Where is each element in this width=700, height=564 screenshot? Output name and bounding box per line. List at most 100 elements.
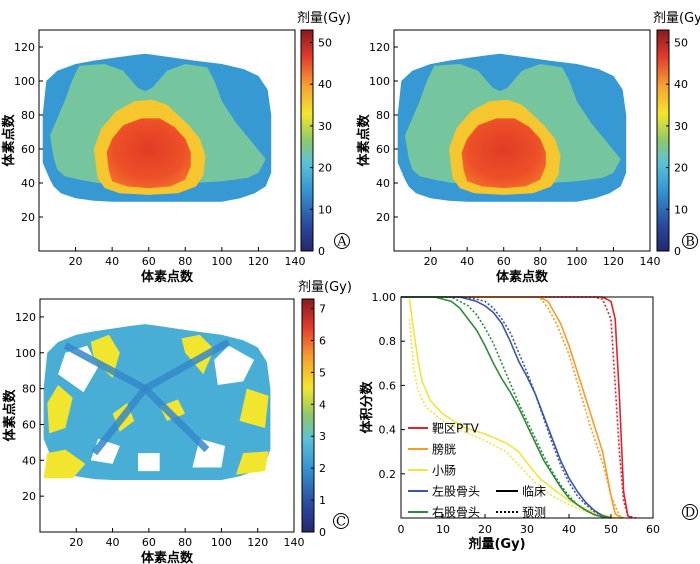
y-axis-label: 体素点数 (356, 114, 372, 167)
dose-region-yellow-0 (47, 385, 73, 434)
y-tick-label: 80 (22, 383, 36, 396)
x-tick-label: 80 (533, 255, 547, 268)
colorbar-tick-label: 30 (674, 120, 688, 133)
colorbar-tick-label: 40 (674, 78, 688, 91)
y-tick-label: 0.2 (379, 468, 397, 481)
dose-map-panel-A: 20 40 60 80 100 120 14020406080100120体素点数体素点数0… (1, 11, 351, 285)
legend-label-1: 膀胱 (432, 442, 456, 457)
x-axis-label: 体素点数 (141, 269, 194, 285)
colorbar-tick-label: 3 (319, 430, 326, 443)
colorbar-tick-label: 1 (319, 494, 326, 507)
legend-style-label-0: 临床 (522, 485, 546, 499)
dvh-curve-8 (401, 296, 612, 519)
x-tick-label: 0 (398, 523, 405, 536)
x-axis-label: 体素点数 (141, 550, 194, 564)
dvh-panel-D: 0 10 20 30 40 50 60 0.2 0.4 0.6 0.8 1.00 剂量(Gy) 体积分数靶… (359, 291, 698, 552)
y-tick-label: 120 (369, 41, 390, 54)
x-tick-label: 60 (646, 523, 660, 536)
panel-letter-circle (682, 233, 698, 249)
dose-band-1 (91, 385, 210, 456)
y-tick-label: 20 (22, 490, 36, 503)
y-tick-label: 60 (22, 418, 36, 431)
dvh-curve-2 (401, 296, 624, 519)
colorbar-tick-label: 2 (319, 462, 326, 475)
x-tick-label: 100 (211, 255, 232, 268)
dvh-curve-1 (401, 296, 637, 519)
dose-region-yellow-1 (43, 449, 86, 479)
y-tick-label: 0.8 (379, 335, 397, 348)
x-axis-label: 剂量(Gy) (467, 536, 525, 552)
axes-frame (393, 29, 651, 252)
colorbar-tick-label: 6 (319, 334, 326, 347)
x-tick-label: 60 (497, 255, 511, 268)
axes-frame (38, 29, 296, 252)
colorbar-tick-label: 10 (674, 203, 688, 216)
y-tick-label: 40 (376, 177, 390, 190)
y-tick-label: 100 (15, 347, 36, 360)
y-axis-label: 体素点数 (2, 389, 18, 442)
dose-region-yellow-5 (239, 388, 269, 428)
x-tick-label: 80 (178, 255, 192, 268)
x-tick-label: 40 (460, 255, 474, 268)
dose-region-ptv (461, 118, 546, 189)
x-tick-label: 120 (603, 255, 624, 268)
y-tick-label: 100 (369, 75, 390, 88)
dose-region-white-1 (214, 345, 255, 385)
x-tick-label: 140 (284, 536, 305, 549)
colorbar-tick-label: 4 (319, 398, 326, 411)
dvh-curve-3 (401, 296, 624, 519)
panel-letter: A (336, 235, 347, 250)
x-tick-label: 100 (566, 255, 587, 268)
panel-letter-circle (334, 233, 350, 249)
dose-region-yellow-4 (235, 451, 269, 475)
panel-letter: B (685, 235, 695, 250)
x-tick-label: 10 (436, 523, 450, 536)
dvh-curve-5 (408, 319, 616, 519)
legend-label-2: 小肠 (432, 464, 456, 478)
y-tick-label: 20 (376, 211, 390, 224)
x-tick-label: 100 (211, 536, 232, 549)
x-tick-label: 20 (478, 523, 492, 536)
colorbar-tick-label: 50 (318, 37, 332, 50)
y-tick-label: 80 (21, 109, 35, 122)
colorbar-tick-label: 30 (318, 120, 332, 133)
colorbar-tick-label: 0 (319, 526, 326, 539)
x-tick-label: 120 (248, 255, 269, 268)
colorbar-tick-label: 0 (318, 245, 325, 258)
colorbar-tick-label: 50 (674, 37, 688, 50)
y-tick-label: 80 (376, 109, 390, 122)
x-tick-label: 20 (69, 536, 83, 549)
x-tick-label: 40 (562, 523, 576, 536)
panel-letter: C (336, 515, 346, 530)
plot-area (401, 297, 653, 518)
colorbar-tick-label: 5 (319, 366, 326, 379)
colorbar-title: 剂量(Gy) (297, 11, 351, 26)
y-tick-label: 40 (22, 454, 36, 467)
y-tick-label: 0.4 (379, 424, 397, 437)
dose-map-panel-C: 20 40 60 80 100 120 14020406080100120体素点数体素点数0… (2, 280, 352, 564)
x-tick-label: 40 (106, 536, 120, 549)
dose-map-panel-B: 20 40 60 80 100 120 14020406080100120体素点数体素点数0… (356, 11, 700, 285)
y-tick-label: 1.00 (372, 291, 397, 304)
dvh-curve-9 (401, 296, 612, 519)
y-tick-label: 100 (14, 75, 35, 88)
axes-frame (39, 298, 295, 533)
colorbar-tick-label: 40 (318, 78, 332, 91)
x-tick-label: 20 (424, 255, 438, 268)
colorbar (656, 29, 670, 252)
colorbar (301, 298, 315, 533)
panel-letter: D (685, 506, 695, 521)
dose-region-white-4 (138, 453, 160, 472)
panel-letter-circle (333, 513, 349, 529)
dvh-curve-6 (401, 296, 612, 519)
y-tick-label: 40 (21, 177, 35, 190)
y-tick-label: 60 (376, 143, 390, 156)
x-tick-label: 120 (247, 536, 268, 549)
legend-style-label-1: 预测 (522, 506, 546, 520)
panel-letter-circle (682, 504, 698, 520)
x-tick-label: 60 (142, 536, 156, 549)
x-tick-label: 140 (640, 255, 661, 268)
legend-label-0: 靶区PTV (432, 422, 480, 436)
